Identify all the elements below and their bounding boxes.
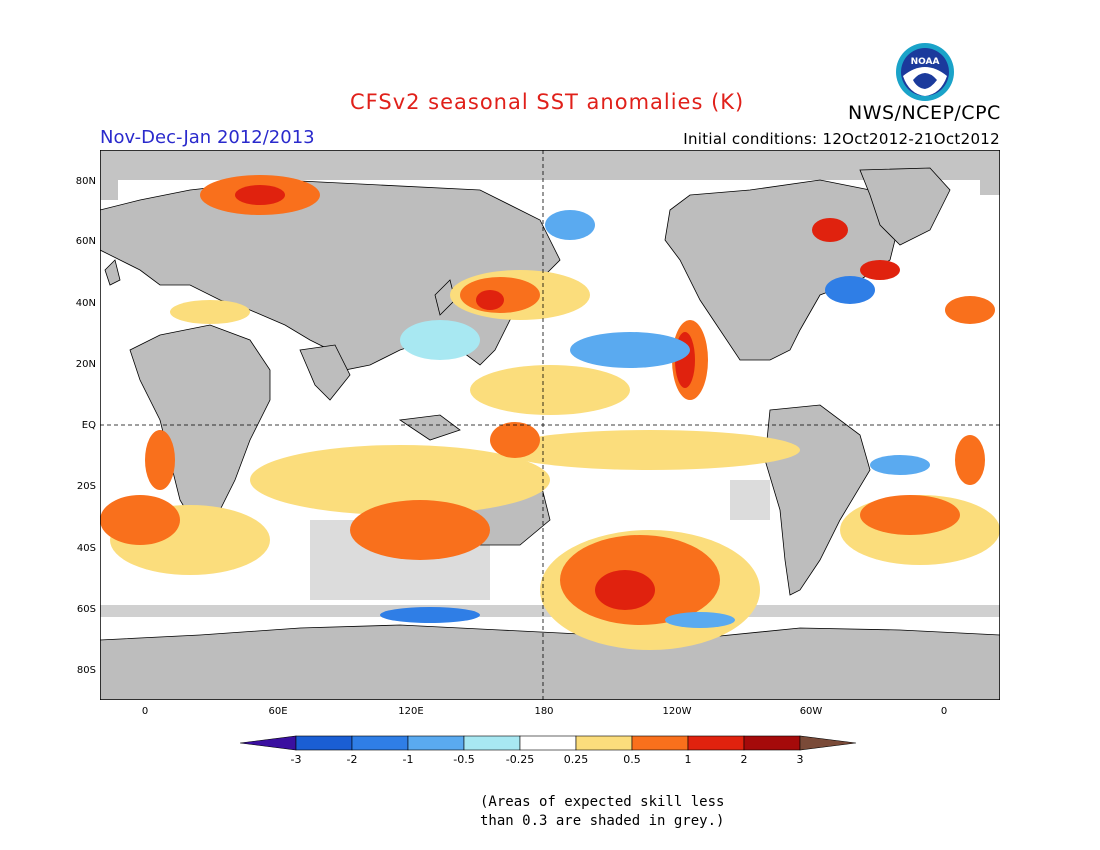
- lon-label: 180: [534, 706, 554, 717]
- uk: [104, 259, 121, 286]
- colorbar-tick-label: 2: [740, 753, 748, 766]
- sst-anomaly-map: [100, 150, 1000, 700]
- warm-anomalies: [100, 175, 1000, 650]
- colorbar-segment: [519, 735, 577, 751]
- colorbar-segment: [295, 735, 353, 751]
- colorbar-tick-label: -3: [290, 753, 302, 766]
- colorbar-segment: [687, 735, 745, 751]
- noaa-logo: NOAA: [896, 43, 954, 101]
- colorbar-tick-label: -2: [346, 753, 358, 766]
- lon-label: 0: [940, 706, 948, 717]
- colorbar-tick-label: -0.25: [505, 753, 535, 766]
- lat-label: 20S: [76, 481, 96, 492]
- lat-label: 40S: [76, 543, 96, 554]
- colorbar-segment: [575, 735, 633, 751]
- colorbar: [240, 735, 857, 751]
- lat-label: 40N: [75, 298, 96, 309]
- colorbar-segment: [407, 735, 465, 751]
- lon-label: 0: [141, 706, 149, 717]
- colorbar-tick-label: 1: [684, 753, 692, 766]
- cool-anomalies: [380, 210, 930, 628]
- colorbar-tick-label: 0.5: [623, 753, 641, 766]
- lat-label: 60S: [76, 604, 96, 615]
- skill-note-line: (Areas of expected skill less: [480, 794, 725, 810]
- colorbar-arrow-high: [799, 735, 857, 751]
- colorbar-segment: [463, 735, 521, 751]
- lat-label: 60N: [75, 236, 96, 247]
- indonesia: [398, 414, 461, 441]
- colorbar-segment: [631, 735, 689, 751]
- lat-label: 20N: [75, 359, 96, 370]
- colorbar-tick-label: 3: [796, 753, 804, 766]
- lat-label: 80N: [75, 176, 96, 187]
- antarctica: [100, 624, 1000, 700]
- initial-conditions: Initial conditions: 12Oct2012-21Oct2012: [683, 130, 1000, 148]
- skill-note-line: than 0.3 are shaded in grey.): [480, 813, 725, 829]
- colorbar-tick-label: -0.5: [453, 753, 475, 766]
- lon-label: 120W: [662, 706, 692, 717]
- skill-note: (Areas of expected skill less than 0.3 a…: [480, 793, 724, 831]
- lat-label: 80S: [76, 665, 96, 676]
- colorbar-segment: [743, 735, 801, 751]
- svg-text:NOAA: NOAA: [911, 57, 940, 67]
- india: [299, 344, 351, 401]
- colorbar-tick-label: 0.25: [563, 753, 589, 766]
- chart-title: CFSv2 seasonal SST anomalies (K): [350, 90, 745, 114]
- agency-label: NWS/NCEP/CPC: [848, 102, 1001, 124]
- colorbar-arrow-low: [240, 735, 297, 751]
- colorbar-segment: [351, 735, 409, 751]
- forecast-period: Nov-Dec-Jan 2012/2013: [100, 127, 315, 148]
- colorbar-tick-label: -1: [402, 753, 414, 766]
- lon-label: 120E: [398, 706, 424, 717]
- lon-label: 60W: [799, 706, 823, 717]
- greenland: [859, 167, 951, 246]
- lon-label: 60E: [268, 706, 288, 717]
- lat-label: EQ: [81, 420, 96, 431]
